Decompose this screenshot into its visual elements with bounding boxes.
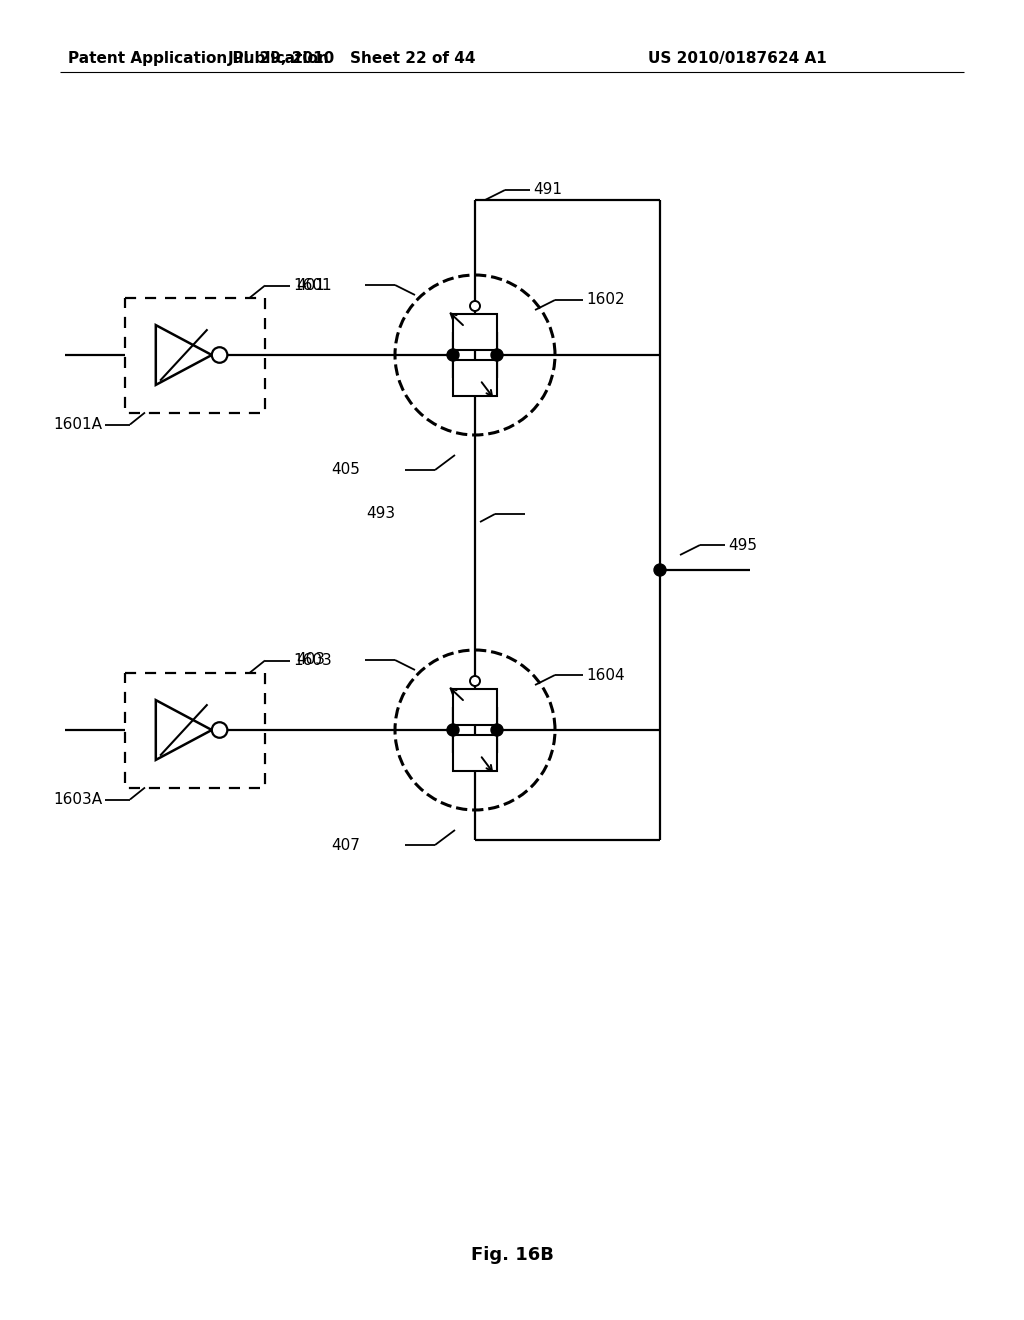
Bar [453,314,497,350]
Text: 1603: 1603 [293,653,332,668]
Bar [453,360,497,396]
Text: 495: 495 [728,537,757,553]
Bar [125,297,265,412]
Text: US 2010/0187624 A1: US 2010/0187624 A1 [648,50,826,66]
Text: 401: 401 [296,277,325,293]
Text: 491: 491 [534,182,562,198]
Bar [453,689,497,725]
Text: 1604: 1604 [586,668,625,682]
Text: 1601: 1601 [293,279,332,293]
Circle shape [212,347,227,363]
Text: 1603A: 1603A [53,792,102,807]
Text: 405: 405 [331,462,360,478]
Circle shape [654,564,666,576]
Bar [125,672,265,788]
Circle shape [212,722,227,738]
Text: 403: 403 [296,652,325,668]
Circle shape [470,676,480,686]
Text: Patent Application Publication: Patent Application Publication [68,50,329,66]
Bar [453,735,497,771]
Text: 1601A: 1601A [53,417,102,432]
Circle shape [490,348,503,360]
Text: Jul. 29, 2010   Sheet 22 of 44: Jul. 29, 2010 Sheet 22 of 44 [227,50,476,66]
Circle shape [447,348,459,360]
Text: Fig. 16B: Fig. 16B [471,1246,553,1265]
Circle shape [470,301,480,312]
Circle shape [490,723,503,737]
Circle shape [447,723,459,737]
Text: 1602: 1602 [586,293,625,308]
Text: 407: 407 [331,837,360,853]
Text: 493: 493 [366,507,395,521]
